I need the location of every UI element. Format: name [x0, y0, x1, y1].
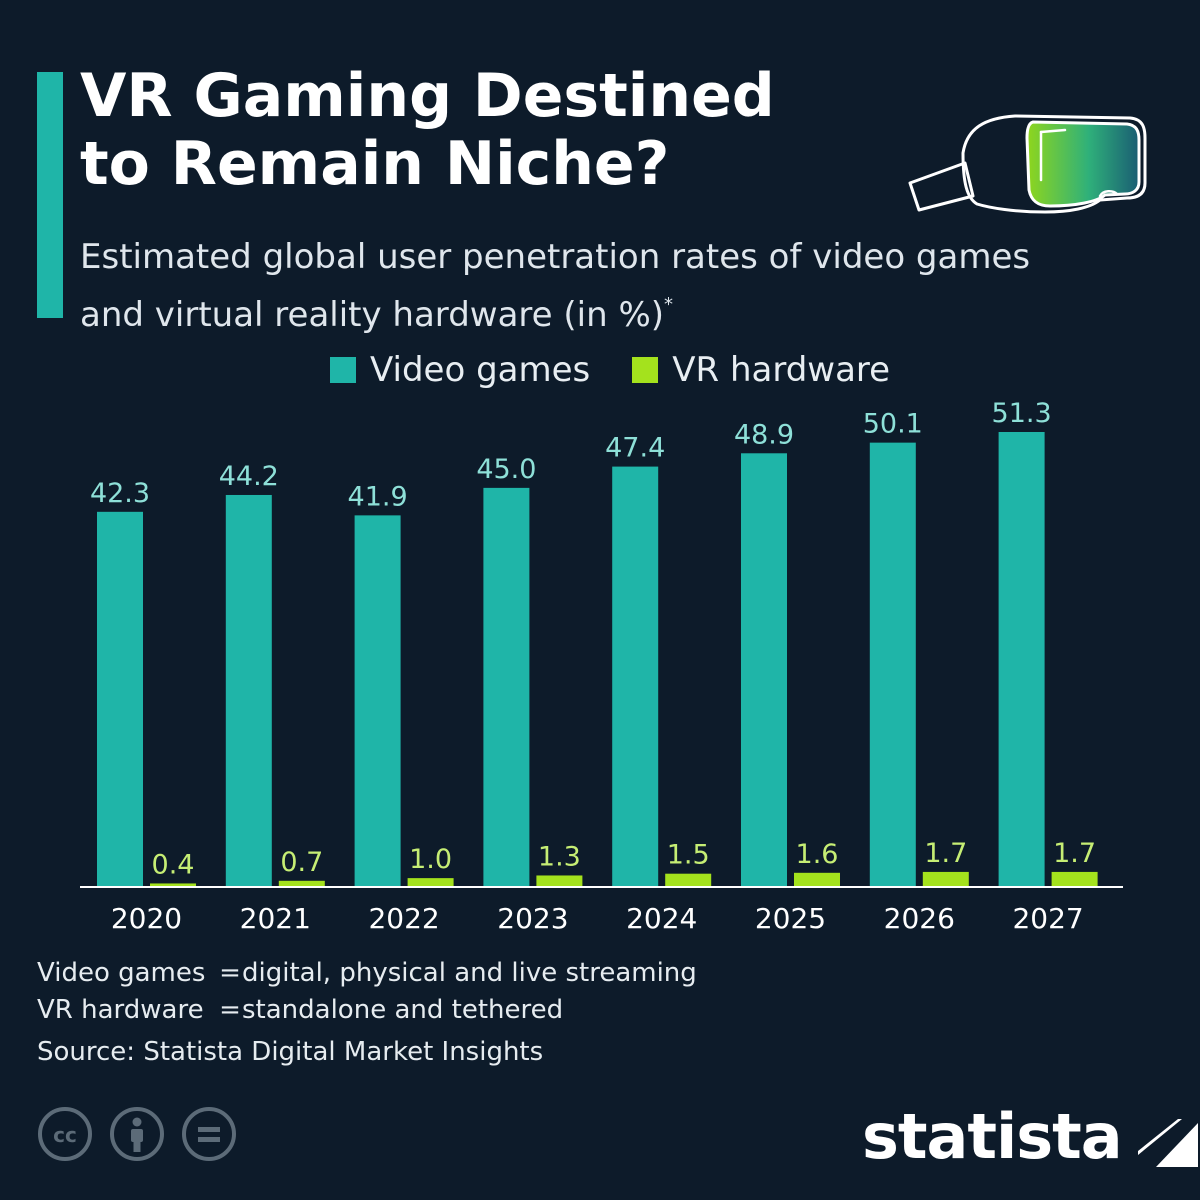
note-equals: = [219, 995, 241, 1025]
data-label: 42.3 [90, 478, 150, 509]
data-label: 51.3 [992, 398, 1052, 429]
title-line-1: VR Gaming Destined [80, 61, 775, 131]
note-definition: digital, physical and live streaming [242, 958, 697, 988]
bar-vr-hardware-2026 [922, 871, 969, 887]
bar-video-games-2022 [354, 515, 401, 887]
title-accent-bar [37, 72, 63, 318]
bar-video-games-2024 [612, 466, 659, 887]
x-tick-label: 2022 [368, 902, 439, 935]
data-label: 1.0 [409, 844, 452, 875]
legend-swatch-vr-hardware [632, 357, 659, 383]
data-label: 44.2 [219, 461, 279, 492]
note-video-games: Video games = digital, physical and live… [37, 955, 697, 992]
x-tick-label: 2026 [884, 902, 955, 935]
note-term: VR hardware [37, 995, 204, 1025]
bar-video-games-2020 [97, 511, 143, 887]
x-tick-label: 2025 [755, 902, 826, 935]
page-title: VR Gaming Destined to Remain Niche? [80, 62, 880, 198]
data-label: 1.3 [538, 841, 581, 872]
bar-video-games-2025 [741, 453, 787, 887]
data-label: 0.7 [280, 847, 323, 878]
x-tick-label: 2020 [111, 902, 182, 935]
bar-vr-hardware-2027 [1051, 871, 1098, 887]
legend-item-video-games: Video games [330, 350, 590, 390]
data-label: 1.5 [667, 840, 710, 871]
chart-notes: Video games = digital, physical and live… [37, 955, 697, 1071]
bar-vr-hardware-2023 [536, 875, 583, 887]
bar-vr-hardware-2022 [407, 878, 454, 887]
data-label: 47.4 [605, 433, 665, 464]
chart-legend: Video games VR hardware [330, 348, 932, 392]
x-tick-label: 2021 [240, 902, 311, 935]
license-icons: cc [37, 1106, 253, 1162]
note-vr-hardware: VR hardware = standalone and tethered [37, 992, 697, 1029]
bar-video-games-2027 [998, 432, 1045, 887]
bar-chart: 42.3 0.4 2020 44.2 0.7 2021 41.9 1.0 2022 45.0 1.3… [80, 398, 1123, 935]
note-equals: = [219, 958, 241, 988]
subtitle-line-2: and virtual reality hardware (in %) [80, 295, 665, 335]
legend-item-vr-hardware: VR hardware [632, 350, 890, 390]
bar-video-games-2023 [483, 487, 530, 887]
title-line-2: to Remain Niche? [80, 129, 670, 199]
bar-vr-hardware-2025 [794, 872, 840, 887]
data-label: 50.1 [863, 409, 923, 440]
data-label: 1.7 [924, 838, 967, 869]
statista-logo-mark-icon [1137, 1106, 1198, 1167]
data-label: 0.4 [152, 849, 195, 880]
data-label: 41.9 [348, 481, 408, 512]
data-label: 1.6 [796, 839, 839, 870]
note-definition: standalone and tethered [242, 995, 564, 1025]
note-term: Video games [37, 958, 206, 988]
bar-vr-hardware-2021 [278, 880, 325, 887]
legend-label-video-games: Video games [370, 350, 591, 390]
logo-text: statista [862, 1100, 1123, 1173]
statista-logo[interactable]: statista [862, 1100, 1198, 1173]
cc-icon[interactable]: cc [37, 1106, 93, 1162]
svg-text:cc: cc [53, 1123, 77, 1147]
chart-subtitle: Estimated global user penetration rates … [80, 234, 1160, 339]
source-text: Source: Statista Digital Market Insights [37, 1037, 544, 1067]
legend-label-vr-hardware: VR hardware [672, 350, 891, 390]
bar-vr-hardware-2024 [665, 873, 712, 887]
data-label: 1.7 [1053, 838, 1096, 869]
footnote-mark: * [664, 294, 674, 315]
subtitle-line-1: Estimated global user penetration rates … [80, 237, 1031, 277]
vr-headset-icon [908, 114, 1147, 214]
attribution-icon[interactable] [109, 1106, 165, 1162]
bar-vr-hardware-2020 [150, 883, 196, 887]
legend-swatch-video-games [330, 357, 356, 383]
data-label: 48.9 [734, 419, 794, 450]
x-tick-label: 2024 [626, 902, 697, 935]
bar-video-games-2026 [869, 442, 916, 887]
data-label: 45.0 [476, 454, 536, 485]
x-tick-label: 2027 [1012, 902, 1083, 935]
bar-video-games-2021 [225, 494, 272, 887]
x-tick-label: 2023 [497, 902, 568, 935]
no-derivatives-icon[interactable] [181, 1106, 237, 1162]
